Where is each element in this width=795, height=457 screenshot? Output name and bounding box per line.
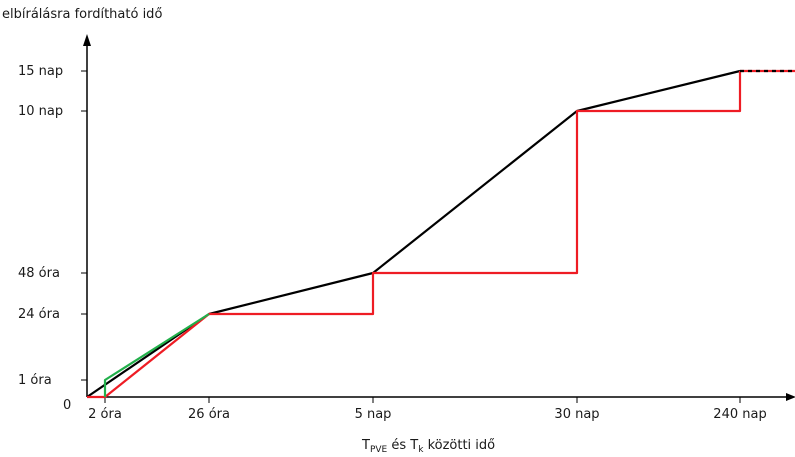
- series-line-green: [103, 313, 210, 397]
- x-axis-title-t1: T: [361, 438, 370, 453]
- y-tick-label: 15 nap: [18, 64, 63, 79]
- y-axis-arrow: [83, 34, 91, 46]
- axes: [83, 34, 795, 401]
- x-axis-title-mid: és T: [387, 438, 418, 453]
- x-axis-arrow: [786, 393, 795, 401]
- x-axis-title: TPVE és Tk közötti idő: [361, 438, 495, 455]
- y-axis-title: elbírálásra fordítható idő: [2, 7, 162, 22]
- x-tick-label: 30 nap: [554, 407, 599, 422]
- series-line-red: [87, 71, 742, 399]
- series-line-black: [86, 69, 741, 398]
- x-axis-title-tail: közötti idő: [423, 438, 495, 453]
- x-tick-label: 5 nap: [355, 407, 392, 422]
- x-tick-label: 2 óra: [88, 407, 122, 422]
- series: [86, 69, 795, 399]
- origin-label: 0: [63, 398, 71, 413]
- ticks: 2 óra 26 óra 5 nap 30 nap 240 nap 1 óra 24 óra…: [18, 64, 767, 422]
- y-tick-label: 24 óra: [18, 307, 60, 322]
- x-axis-title-pve: PVE: [370, 445, 388, 455]
- y-tick-label: 10 nap: [18, 104, 63, 119]
- x-axis-title-k: k: [418, 445, 424, 455]
- x-tick-label: 240 nap: [713, 407, 766, 422]
- x-tick-label: 26 óra: [188, 407, 230, 422]
- y-tick-label: 1 óra: [18, 373, 52, 388]
- y-tick-label: 48 óra: [18, 266, 60, 281]
